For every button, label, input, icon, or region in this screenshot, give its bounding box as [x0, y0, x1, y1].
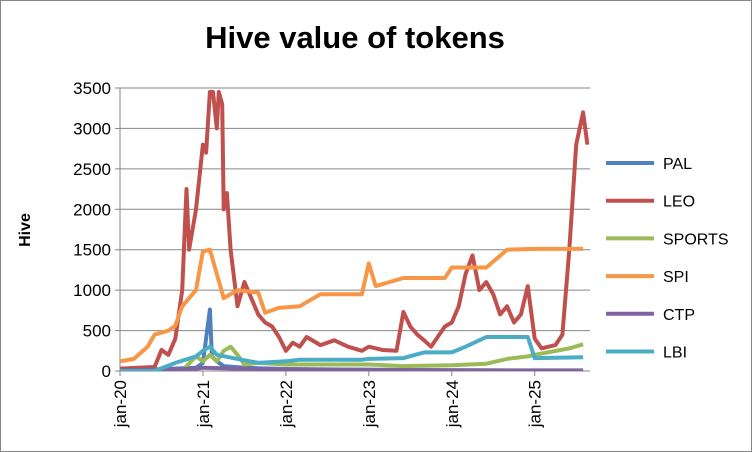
legend-label: LBI [663, 345, 687, 362]
x-tick-label: jan-21 [194, 380, 213, 428]
x-tick-label: jan-24 [443, 380, 462, 428]
legend: PAL LEO SPORTS SPI CTP LBI [606, 156, 729, 362]
x-tick-label: jan-23 [360, 380, 379, 428]
axes [119, 88, 590, 372]
series-line-lbi [120, 335, 584, 371]
x-tick-label: jan-20 [111, 380, 130, 428]
chart-title: Hive value of tokens [205, 20, 505, 55]
y-tick-label: 3000 [73, 119, 111, 138]
y-tick-label: 3500 [73, 79, 111, 98]
y-ticks: 0 500 1000 1500 2000 2500 3000 3500 [73, 79, 120, 381]
x-tick-label: jan-25 [526, 380, 545, 428]
y-tick-label: 1500 [73, 241, 111, 260]
series-lines [120, 90, 590, 371]
legend-label: SPI [663, 269, 689, 286]
x-ticks: jan-20 jan-21 jan-22 jan-23 jan-24 jan-25 [111, 371, 545, 428]
y-tick-label: 1000 [73, 281, 111, 300]
series-line-ctp [120, 365, 584, 371]
y-tick-label: 2500 [73, 160, 111, 179]
legend-label: CTP [663, 307, 695, 324]
series-line-leo [120, 90, 590, 371]
gridlines [120, 87, 590, 372]
legend-label: SPORTS [663, 231, 729, 248]
y-tick-label: 2000 [73, 200, 111, 219]
legend-label: PAL [663, 156, 692, 173]
y-tick-label: 500 [83, 322, 111, 341]
series-line-spi [120, 246, 584, 364]
legend-label: LEO [663, 194, 695, 211]
x-tick-label: jan-22 [277, 380, 296, 428]
y-tick-label: 0 [102, 362, 111, 381]
